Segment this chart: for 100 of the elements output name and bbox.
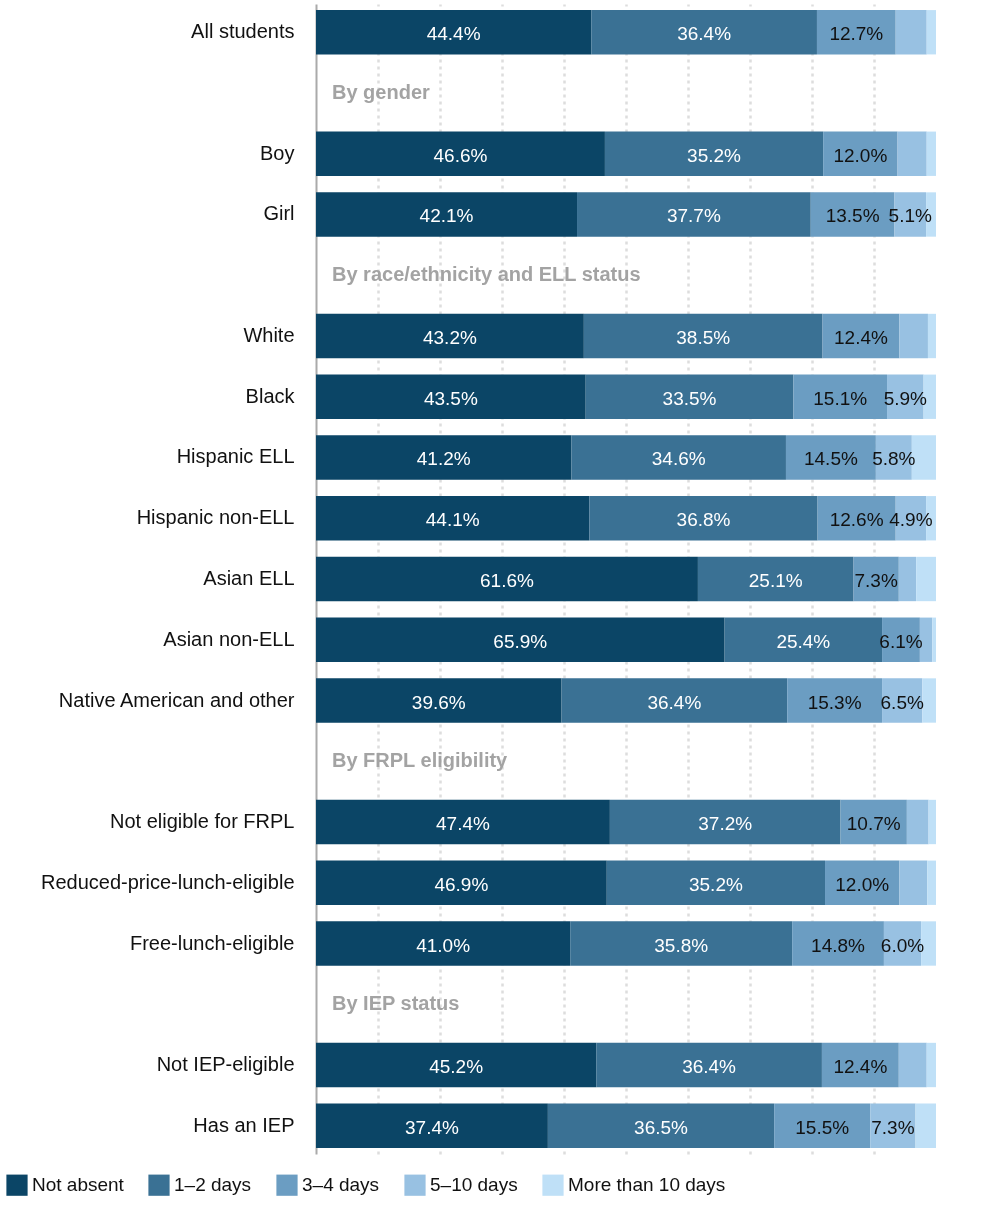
- data-label: 4.9%: [889, 509, 933, 531]
- data-label: 10.7%: [846, 813, 901, 834]
- bar: [821, 1042, 899, 1088]
- bar: [898, 1042, 927, 1088]
- bar: [583, 313, 823, 359]
- bar: [589, 496, 818, 541]
- data-label: 36.4%: [677, 23, 732, 45]
- data-label: 36.4%: [647, 691, 702, 713]
- data-label: 47.4%: [436, 813, 490, 834]
- bar: [316, 10, 592, 55]
- y-tick-label: Black: [245, 384, 296, 407]
- y-tick-label: By race/ethnicity and ELL status: [332, 263, 641, 286]
- y-tick-label: Girl: [263, 202, 295, 225]
- bar: [316, 799, 610, 845]
- bar: [585, 374, 794, 419]
- data-label: 39.6%: [411, 691, 466, 713]
- data-label: 14.5%: [803, 448, 858, 470]
- data-label: 6.5%: [880, 691, 924, 713]
- bar: [561, 678, 788, 723]
- y-tick-label: Not eligible for FRPL: [109, 810, 295, 832]
- bar: [898, 556, 917, 602]
- bar: [899, 860, 928, 905]
- bar: [915, 1103, 936, 1148]
- bar: [604, 131, 824, 176]
- bar: [774, 1103, 871, 1148]
- y-tick-label: Free-lunch-eligible: [129, 931, 295, 954]
- bar: [922, 678, 936, 723]
- bar: [316, 1042, 597, 1088]
- bar: [816, 10, 896, 55]
- data-label: 5.8%: [872, 448, 916, 470]
- y-tick-label: Hispanic ELL: [176, 445, 295, 468]
- data-label: 37.4%: [405, 1116, 459, 1138]
- bar: [895, 10, 927, 55]
- data-label: 12.7%: [829, 23, 884, 45]
- data-label: 34.6%: [651, 448, 706, 470]
- data-label: 36.8%: [676, 509, 731, 531]
- y-tick-label: Reduced-price-lunch-eligible: [41, 870, 295, 893]
- data-label: 61.6%: [480, 570, 534, 591]
- bar: [316, 192, 578, 237]
- data-label: 44.4%: [426, 23, 481, 45]
- y-tick-label: Asian ELL: [203, 567, 295, 589]
- data-label: 46.9%: [434, 873, 489, 895]
- data-label: 46.6%: [433, 144, 488, 166]
- data-label: 36.5%: [634, 1116, 689, 1138]
- data-label: 25.1%: [748, 570, 803, 591]
- legend-label: 3–4 days: [302, 1174, 380, 1196]
- data-label: 38.5%: [676, 327, 731, 348]
- data-label: 41.2%: [416, 448, 471, 470]
- y-tick-label: White: [243, 324, 295, 346]
- bar: [591, 10, 817, 55]
- data-label: 42.1%: [419, 205, 474, 227]
- y-tick-label: Boy: [260, 141, 295, 164]
- bar: [926, 1042, 936, 1088]
- bar: [926, 131, 936, 176]
- bar: [316, 678, 562, 723]
- bar: [697, 556, 854, 602]
- y-tick-label: Has an IEP: [193, 1113, 295, 1136]
- data-label: 6.1%: [879, 630, 923, 652]
- y-tick-label: Hispanic non-ELL: [136, 506, 295, 529]
- bar: [316, 860, 607, 905]
- data-label: 15.3%: [807, 691, 862, 713]
- bar: [577, 192, 811, 237]
- data-label: 37.2%: [698, 813, 753, 834]
- data-label: 65.9%: [493, 630, 548, 652]
- legend-label: Not absent: [32, 1174, 125, 1196]
- bar: [316, 131, 605, 176]
- bar: [932, 617, 936, 662]
- bar: [606, 860, 826, 905]
- bar: [787, 678, 883, 723]
- legend-label: More than 10 days: [568, 1174, 726, 1196]
- bar: [926, 10, 936, 55]
- bar: [316, 435, 572, 480]
- bar: [897, 131, 927, 176]
- y-tick-label: By IEP status: [332, 992, 460, 1015]
- data-label: 5.9%: [883, 387, 928, 409]
- y-tick-label: Asian non-ELL: [163, 627, 295, 650]
- data-label: 35.8%: [654, 934, 709, 956]
- data-label: 5.1%: [888, 205, 933, 227]
- bar: [899, 313, 928, 359]
- bar: [316, 1103, 548, 1148]
- bar: [927, 313, 936, 359]
- legend-label: 5–10 days: [430, 1174, 518, 1196]
- y-tick-label: Not IEP-eligible: [156, 1053, 295, 1075]
- y-tick-label: By gender: [332, 81, 431, 103]
- y-tick-label: Native American and other: [58, 688, 295, 711]
- data-label: 13.5%: [825, 205, 880, 227]
- bar: [823, 131, 898, 176]
- data-label: 6.0%: [880, 934, 925, 956]
- bar: [316, 921, 571, 966]
- data-label: 12.4%: [833, 1056, 888, 1077]
- bar: [570, 921, 793, 966]
- bar: [316, 496, 590, 541]
- data-label: 36.4%: [682, 1056, 737, 1077]
- data-label: 45.2%: [429, 1056, 484, 1077]
- data-label: 41.0%: [416, 934, 471, 956]
- bar: [316, 313, 584, 359]
- y-tick-label: By FRPL eligibility: [332, 749, 509, 772]
- data-label: 25.4%: [776, 630, 831, 652]
- data-label: 43.5%: [423, 387, 478, 409]
- bar: [547, 1103, 775, 1148]
